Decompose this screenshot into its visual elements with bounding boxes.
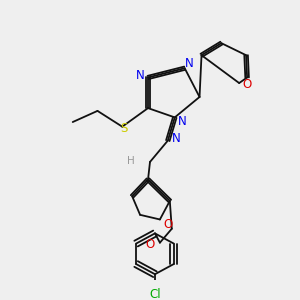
Text: H: H (127, 156, 135, 166)
Text: O: O (146, 238, 154, 251)
Text: N: N (185, 57, 194, 70)
Text: Cl: Cl (149, 288, 161, 300)
Text: S: S (121, 122, 128, 135)
Text: N: N (171, 132, 180, 145)
Text: N: N (178, 115, 187, 128)
Text: O: O (163, 218, 172, 231)
Text: N: N (136, 69, 145, 82)
Text: O: O (242, 78, 252, 92)
